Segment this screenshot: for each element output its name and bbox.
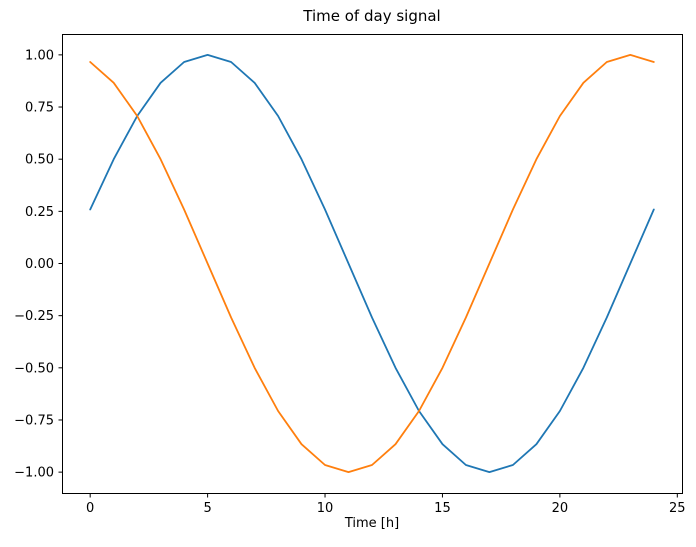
y-tick-label: 1.00 — [25, 48, 54, 63]
x-axis-label: Time [h] — [344, 516, 400, 531]
y-tick-label: 0.75 — [25, 101, 54, 116]
blue-line — [89, 54, 655, 474]
x-tick-label: 25 — [669, 501, 686, 516]
y-tick-label: −0.25 — [14, 309, 54, 324]
y-tick-label: 0.00 — [25, 257, 54, 272]
y-tick-label: −1.00 — [14, 466, 54, 481]
chart-title: Time of day signal — [303, 7, 441, 25]
x-tick-label: 15 — [434, 501, 451, 516]
x-tick-label: 0 — [86, 501, 94, 516]
x-tick-label: 20 — [552, 501, 569, 516]
axes-spines — [62, 34, 683, 494]
x-tick-label: 5 — [203, 501, 211, 516]
x-tick-label: 10 — [317, 501, 334, 516]
y-tick-label: −0.50 — [14, 361, 54, 376]
y-tick-label: 0.25 — [25, 205, 54, 220]
orange-line — [89, 54, 655, 474]
y-tick-label: 0.50 — [25, 153, 54, 168]
y-tick-label: −0.75 — [14, 413, 54, 428]
